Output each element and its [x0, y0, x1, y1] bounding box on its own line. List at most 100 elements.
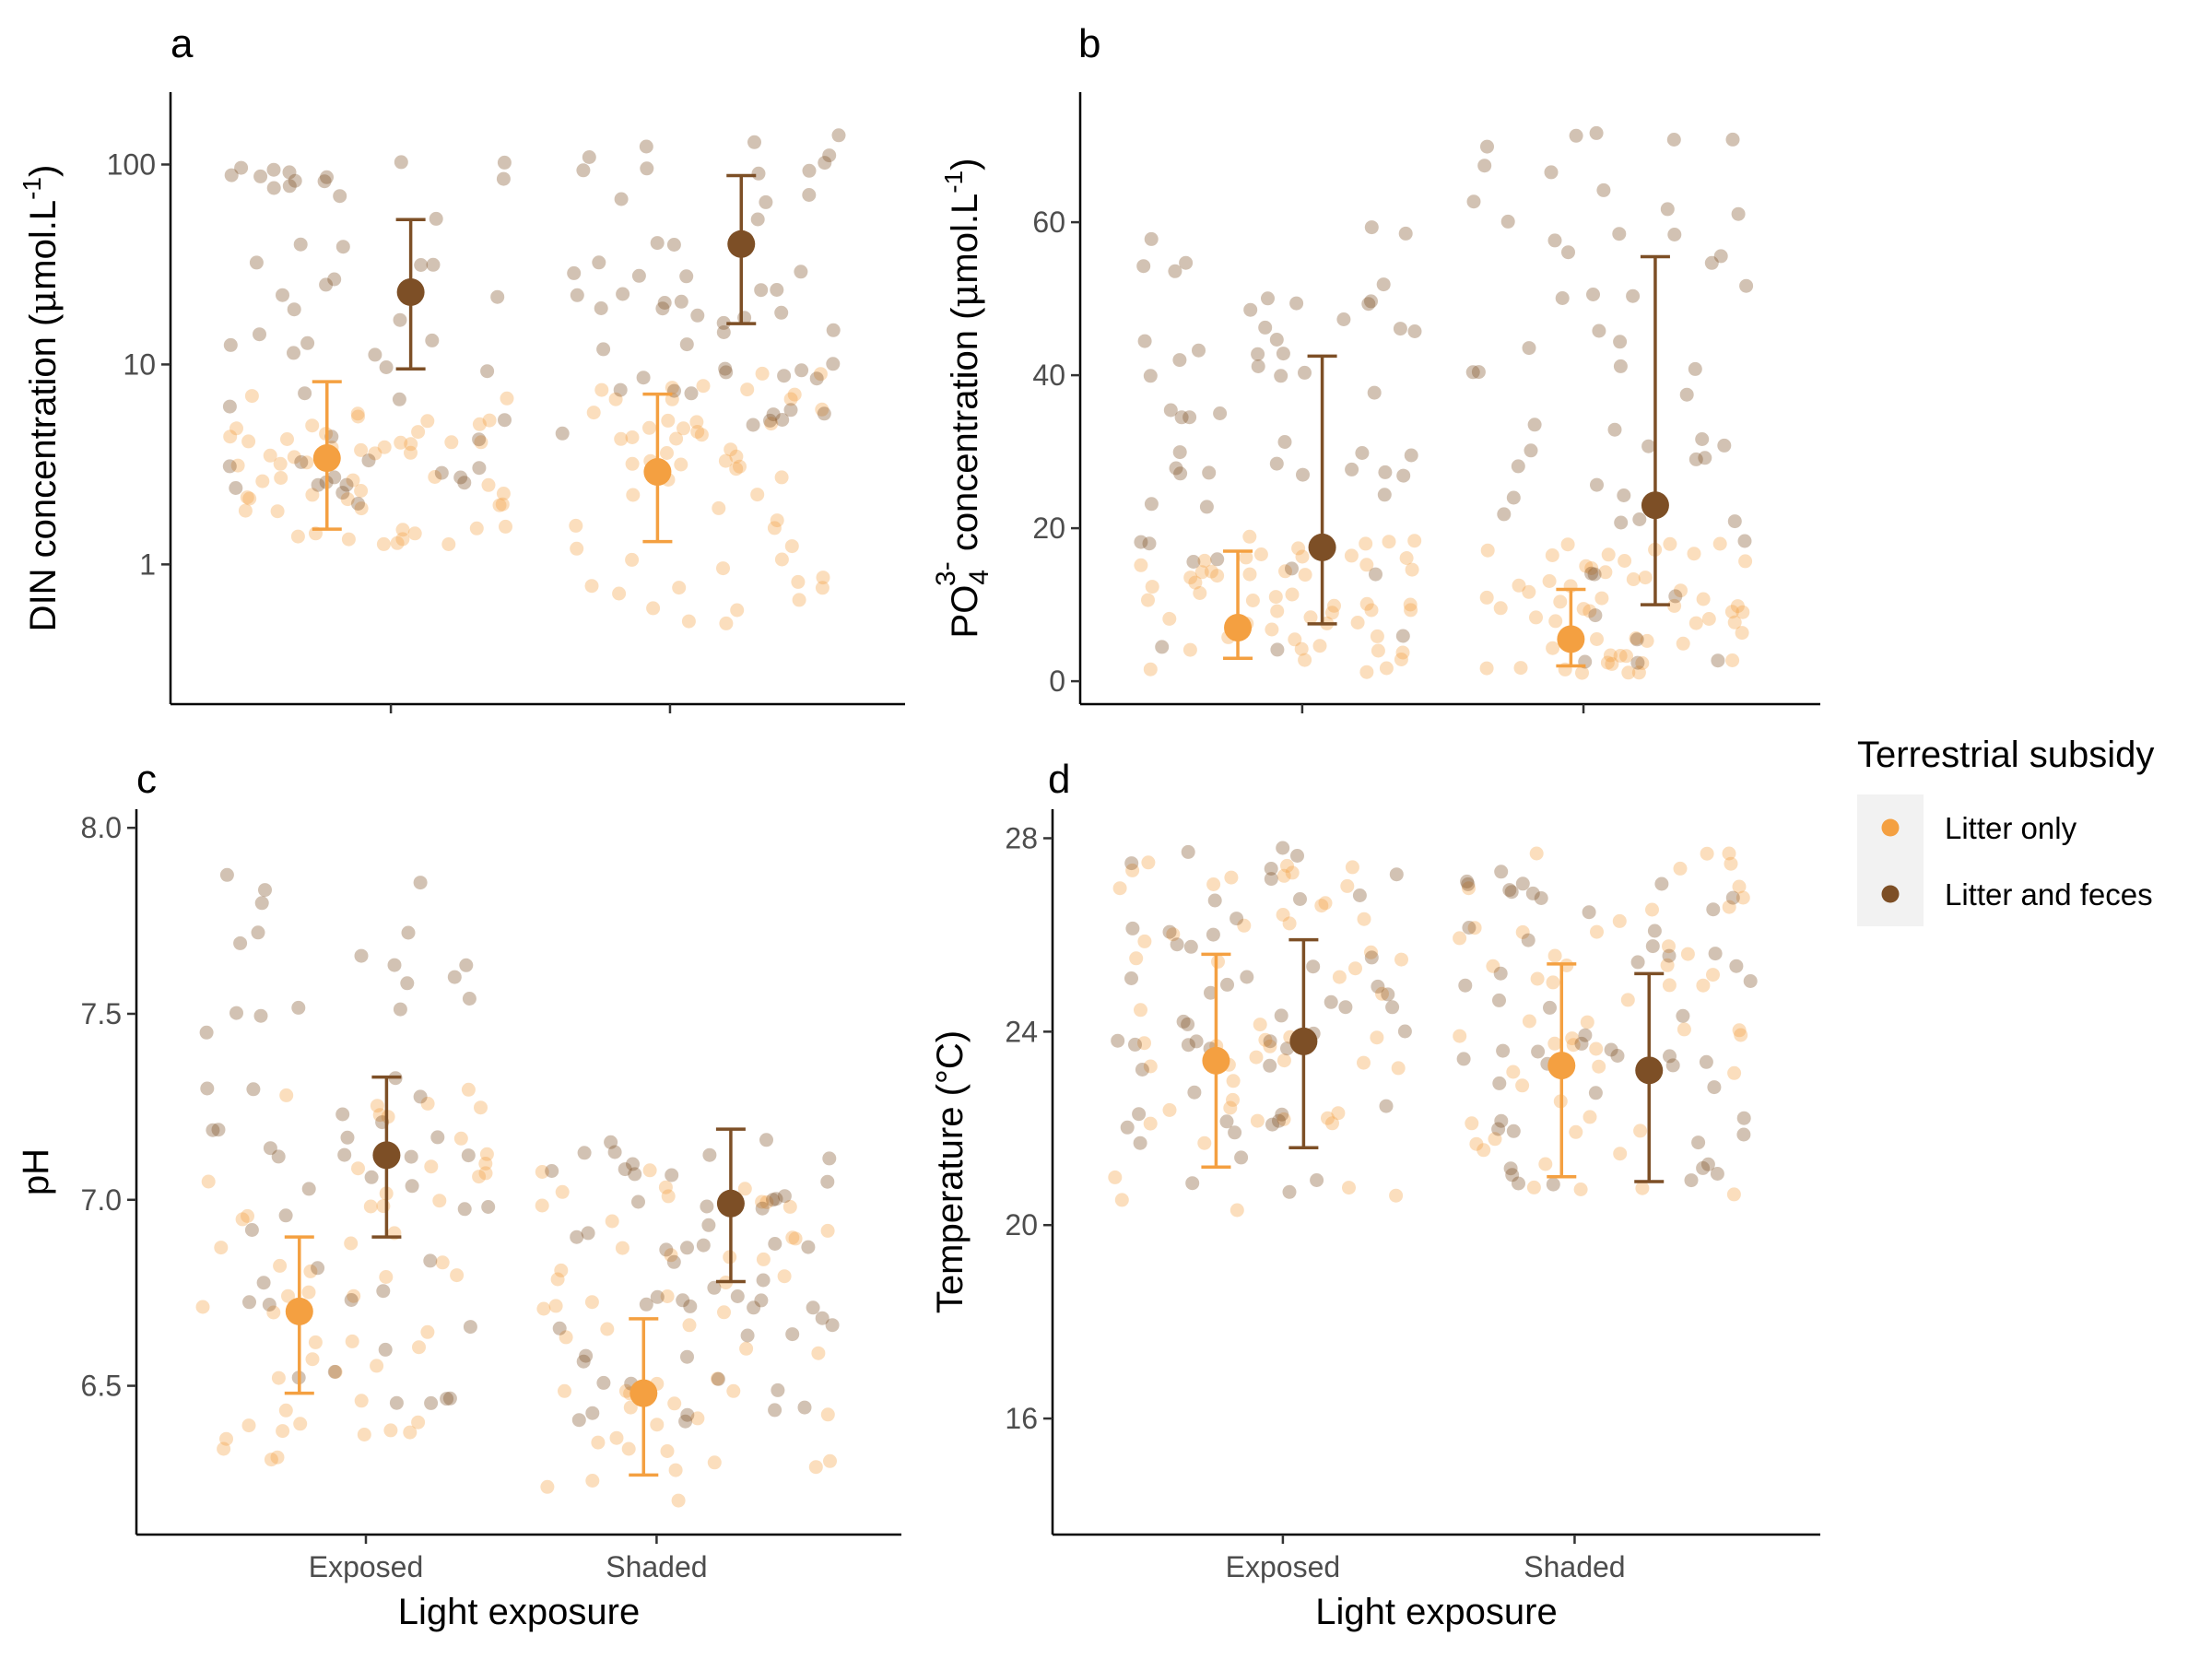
mean-point	[1641, 491, 1669, 520]
data-point	[1713, 249, 1728, 264]
data-point	[1367, 385, 1382, 400]
data-point	[820, 1223, 835, 1238]
jitter-points	[222, 128, 846, 630]
data-point	[1170, 937, 1184, 952]
data-point	[1340, 878, 1355, 893]
data-point	[1324, 994, 1338, 1009]
data-point	[482, 413, 497, 428]
data-point	[1369, 567, 1382, 582]
data-point	[1179, 255, 1194, 270]
data-point	[1298, 653, 1312, 667]
data-point	[594, 301, 608, 315]
data-point	[1589, 1041, 1604, 1056]
data-point	[1618, 554, 1632, 568]
data-point	[681, 614, 696, 629]
data-point	[1695, 432, 1710, 446]
data-point	[1588, 1086, 1603, 1100]
mean-point	[372, 1141, 401, 1170]
data-point	[1274, 1008, 1288, 1023]
data-point	[1574, 1036, 1589, 1051]
data-point	[822, 1151, 837, 1166]
data-point	[668, 1463, 683, 1477]
data-point	[584, 579, 599, 594]
mean-point	[1547, 1052, 1576, 1080]
data-point	[665, 381, 679, 395]
data-point	[495, 497, 510, 512]
data-point	[492, 498, 507, 512]
data-point	[1737, 534, 1752, 548]
data-point	[586, 406, 601, 420]
data-point	[1561, 245, 1575, 260]
data-point	[1291, 541, 1306, 556]
data-point	[400, 976, 415, 991]
y-tick-label: 7.5	[81, 997, 122, 1030]
data-point	[1404, 603, 1418, 618]
data-point	[1108, 1170, 1123, 1184]
data-point	[472, 1170, 487, 1184]
data-point	[404, 445, 418, 460]
data-point	[253, 169, 268, 183]
data-point	[582, 150, 596, 164]
data-point	[658, 1180, 673, 1194]
data-point	[750, 488, 765, 502]
data-point	[825, 1318, 840, 1333]
data-point	[1680, 947, 1695, 961]
data-point	[1583, 604, 1597, 618]
mean-point	[643, 458, 672, 487]
data-point	[1477, 159, 1492, 173]
data-point	[1173, 466, 1188, 481]
data-point	[1582, 905, 1596, 920]
data-point	[273, 1258, 288, 1273]
data-point	[317, 174, 332, 189]
data-point	[797, 1400, 812, 1415]
data-point	[1253, 1018, 1267, 1032]
data-point	[1310, 1173, 1324, 1187]
data-point	[1458, 978, 1473, 993]
data-point	[1553, 594, 1568, 609]
data-point	[1480, 139, 1494, 154]
data-point	[378, 1342, 393, 1357]
data-point	[1143, 662, 1158, 677]
data-point	[405, 1179, 419, 1194]
data-point	[335, 1107, 350, 1122]
data-point	[447, 970, 462, 984]
data-point	[1370, 1030, 1384, 1045]
data-point	[596, 342, 611, 357]
data-point	[1638, 571, 1653, 585]
data-point	[344, 1236, 359, 1251]
data-point	[1135, 1063, 1149, 1077]
data-point	[1124, 971, 1138, 985]
data-point	[1544, 165, 1559, 180]
panel-letter-c: c	[136, 757, 157, 802]
data-point	[1404, 448, 1418, 463]
data-point	[1382, 535, 1396, 549]
data-point	[755, 1194, 770, 1209]
data-point	[1665, 1058, 1680, 1073]
data-point	[379, 1270, 394, 1284]
data-point	[411, 425, 426, 440]
data-point	[414, 258, 429, 272]
data-point	[548, 1299, 563, 1313]
data-point	[224, 168, 239, 182]
data-point	[1555, 291, 1570, 305]
data-point	[552, 1321, 567, 1335]
data-point	[1465, 1116, 1479, 1131]
data-point	[354, 501, 369, 516]
data-point	[291, 1000, 306, 1015]
data-point	[640, 161, 654, 176]
data-point	[420, 1324, 435, 1339]
data-point	[1738, 554, 1753, 569]
data-point	[1667, 598, 1682, 613]
data-point	[1163, 403, 1178, 418]
data-point	[229, 481, 243, 495]
data-point	[1727, 1065, 1742, 1080]
data-point	[1453, 1029, 1467, 1043]
data-point	[472, 432, 487, 447]
data-point	[1546, 975, 1560, 990]
data-point	[1727, 514, 1742, 529]
data-point	[1296, 467, 1310, 482]
y-tick-label: 100	[107, 147, 156, 181]
data-point	[234, 160, 249, 175]
data-point	[1142, 536, 1157, 551]
data-point	[1397, 1024, 1412, 1039]
